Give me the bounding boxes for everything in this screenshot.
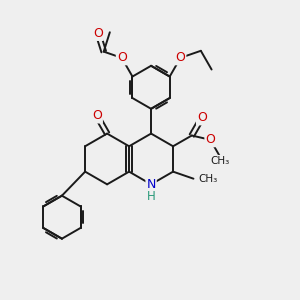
Text: O: O (93, 27, 103, 40)
Text: O: O (117, 51, 127, 64)
Text: CH₃: CH₃ (210, 156, 230, 166)
Text: CH₃: CH₃ (199, 174, 218, 184)
Text: O: O (197, 111, 207, 124)
Text: H: H (147, 190, 155, 203)
Text: N: N (146, 178, 156, 191)
Text: O: O (206, 133, 215, 146)
Text: O: O (92, 110, 102, 122)
Text: O: O (176, 51, 185, 64)
